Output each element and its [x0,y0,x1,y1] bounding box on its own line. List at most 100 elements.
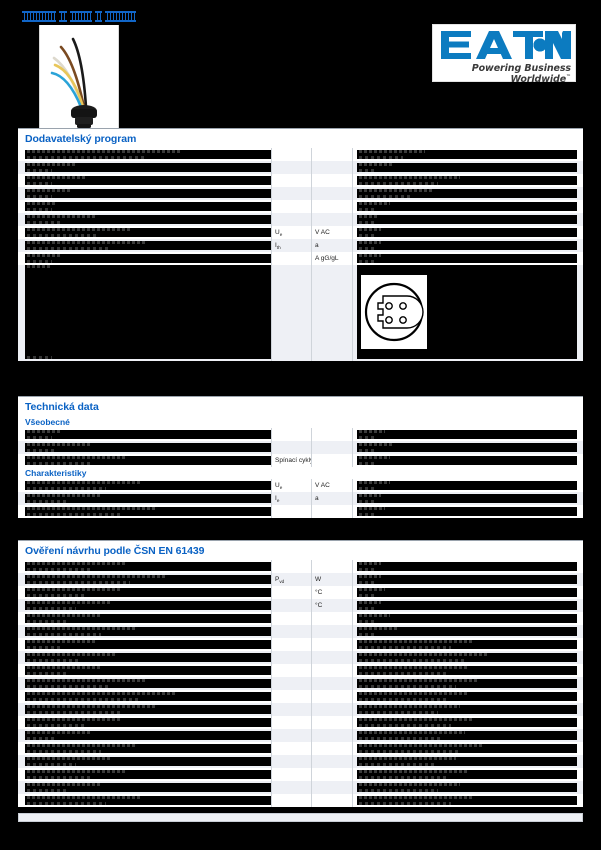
redacted-value [357,666,577,675]
redacted-label [25,494,271,503]
redacted-label [25,718,271,727]
row-unit-cell [311,664,353,677]
table-row [18,638,583,651]
redacted-label [25,744,271,753]
redacted-value [357,202,577,211]
row-value-cell [352,651,583,664]
redacted-label [25,666,271,675]
row-unit-cell [311,742,353,755]
row-value-cell [352,677,583,690]
row-symbol-cell [271,729,312,742]
row-symbol-cell: Ith [271,239,312,252]
row-label-cell [18,441,272,454]
row-label-cell [18,664,272,677]
redacted-label [25,481,271,490]
symbol-text: Ie [275,495,280,503]
row-label-cell [18,794,272,807]
redacted-label [25,189,271,198]
redacted-label [25,215,271,224]
row-unit-cell [311,265,353,361]
redacted-value [357,456,577,465]
redacted-value [357,150,577,159]
page-title [22,8,136,24]
redacted-value [357,679,577,688]
row-label-cell [18,599,272,612]
row-symbol-cell [271,690,312,703]
row-value-cell [352,174,583,187]
row-symbol-cell [271,781,312,794]
redacted-label [25,265,271,359]
row-unit-cell [311,651,353,664]
row-label-cell [18,781,272,794]
row-symbol-cell [271,161,312,174]
symbol-text: Ith [275,242,281,250]
redacted-value [357,731,577,740]
row-value-cell [352,560,583,573]
redacted-label [25,176,271,185]
symbol-text: Pvd [275,576,285,584]
table-row [18,174,583,187]
section-heading: Technická data [25,401,99,413]
redacted-value [357,228,577,237]
title-redaction-bar-3 [95,10,102,22]
redacted-value [357,443,577,452]
row-value-cell [352,690,583,703]
table-row [18,729,583,742]
row-label-cell [18,768,272,781]
table-row [18,612,583,625]
row-value-cell [352,200,583,213]
row-unit-cell: °C [311,599,353,612]
redacted-label [25,562,271,571]
redacted-value [357,783,577,792]
redacted-label [25,705,271,714]
row-symbol-cell [271,703,312,716]
row-symbol-cell [271,252,312,265]
data-table: Spínací cykly [18,428,583,467]
redacted-value [357,627,577,636]
redacted-label [25,443,271,452]
row-value-cell [352,505,583,518]
row-unit-cell [311,148,353,161]
title-redaction-bar-1 [59,10,67,22]
redacted-value [357,796,577,805]
row-value-cell [352,161,583,174]
redacted-label [25,653,271,662]
row-label-cell [18,252,272,265]
row-symbol-cell [271,148,312,161]
redacted-value [357,507,577,516]
table-row: °C [18,586,583,599]
symbol-text: Ue [275,482,283,490]
table-row [18,148,583,161]
row-label-cell [18,690,272,703]
row-label-cell [18,148,272,161]
row-value-cell [352,638,583,651]
redacted-label [25,507,271,516]
section-dodavatelsky-program: Dodavatelský program Ue V AC Ith a A gG/gL [18,128,583,361]
table-row: A gG/gL [18,252,583,265]
row-unit-cell: V AC [311,479,353,492]
table-row [18,690,583,703]
data-table: Pvd W °C °C [18,560,583,807]
row-label-cell [18,187,272,200]
row-unit-cell [311,612,353,625]
row-label-cell [18,200,272,213]
section-heading: Dodavatelský program [25,133,137,145]
redacted-value [357,588,577,597]
row-label-cell [18,651,272,664]
row-unit-cell [311,174,353,187]
row-value-cell [352,428,583,441]
row-unit-cell [311,560,353,573]
table-row [18,755,583,768]
row-unit-cell [311,703,353,716]
table-row: °C [18,599,583,612]
row-symbol-cell [271,651,312,664]
redacted-value [357,718,577,727]
row-unit-cell: V AC [311,226,353,239]
redacted-value [357,562,577,571]
row-symbol-cell [271,174,312,187]
table-row [18,768,583,781]
redacted-value [357,189,577,198]
redacted-label [25,757,271,766]
redacted-label [25,783,271,792]
redacted-label [25,731,271,740]
